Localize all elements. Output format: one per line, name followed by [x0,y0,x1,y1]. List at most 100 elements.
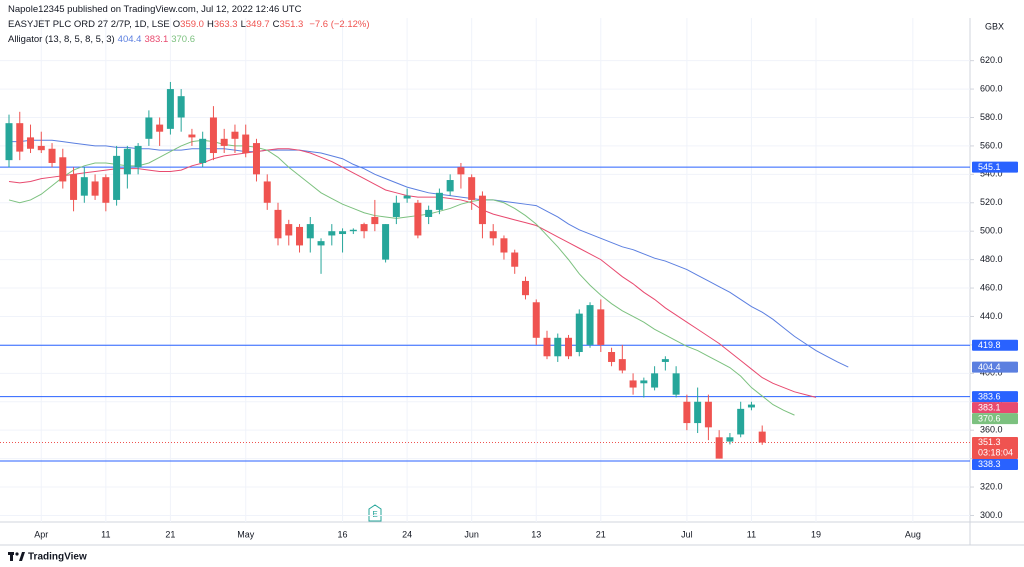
x-tick-label: 11 [101,529,110,539]
ohlc-item: H363.3 [207,19,238,30]
candle-body [199,138,207,163]
y-tick-label: 360.0 [980,425,1003,435]
candle-body [48,148,56,163]
candle-body [392,202,400,217]
candle-body [209,117,217,154]
candle-body [166,89,174,129]
brand-logo [8,552,25,561]
header: Napole12345 published on TradingView.com… [8,2,373,47]
indicator-legend: Alligator (13, 8, 5, 8, 5, 3) 404.4 383.1 3… [8,32,373,47]
candle-body [500,238,508,253]
candle-body [403,195,411,199]
hline-price-label: 338.3 [978,459,1001,469]
candle-body [5,123,13,161]
candle-body [59,157,67,182]
y-tick-label: 520.0 [980,197,1003,207]
indicator-price-label-box [972,413,1018,425]
candle-body [468,177,476,200]
candle-body [511,252,519,267]
candle-body [102,177,110,203]
y-tick-label: 400.0 [980,368,1003,378]
change: −7.6 (−2.12%) [309,19,370,30]
ohlc-key: O [172,19,181,30]
y-tick-label: 560.0 [980,140,1003,150]
ohlc-value: 351.3 [279,19,304,30]
indicator-line [8,148,817,398]
hline-price-label-box [972,459,1018,471]
hline-price-label-box [972,339,1018,351]
candle-body [704,401,712,428]
y-tick-label: 440.0 [980,311,1003,321]
candle-body [274,209,282,239]
candle-body [554,337,562,357]
candle-body [521,280,529,296]
candle-body [414,202,422,236]
candle-body [747,404,755,408]
ohlc-item: O359.0 [173,19,204,30]
candle-body [328,231,336,236]
indicator-price-label: 404.4 [978,362,1001,372]
candle-body [252,143,260,175]
logo-part [10,552,13,561]
ohlc-value: 349.7 [245,19,270,30]
candle-body [231,131,239,139]
candle-body [317,241,325,246]
x-tick-label: 13 [531,529,541,539]
candle-body [134,145,142,168]
x-tick-label: 16 [338,529,348,539]
candle-body [91,181,99,196]
y-tick-label: 460.0 [980,282,1003,292]
publisher: Napole12345 published on TradingView.com… [8,4,302,15]
hline-price-label: 545.1 [978,162,1001,172]
x-tick-label: 24 [402,529,412,539]
candle-body [618,359,626,371]
candle-body [285,224,293,236]
last-price-label-box [972,437,1018,460]
countdown: 03:18:04 [978,448,1013,458]
candle-body [16,123,24,152]
candle-body [349,229,357,232]
candle-body [565,337,573,357]
candle-body [113,155,121,200]
x-tick-label: Jul [681,529,693,539]
indicator-price-label: 370.6 [978,413,1001,423]
y-tick-label: 300.0 [980,510,1003,520]
x-tick-label: 19 [811,529,821,539]
hline-price-label: 383.6 [978,391,1001,401]
candle-body [457,167,465,175]
candle-body [608,352,616,362]
candle-body [737,408,745,435]
hline-price-label-box [972,391,1018,403]
candle-body [532,302,540,338]
candle-body [220,138,228,146]
candle-body [306,224,314,239]
candle-body [123,148,131,175]
candle-body [360,224,368,232]
y-tick-label: 500.0 [980,226,1003,236]
indicator-value: 404.4 [117,34,142,45]
indicator-price-label: 383.1 [978,402,1001,412]
candle-body [629,380,637,388]
indicator-line [9,139,849,368]
candle-body [586,305,594,345]
symbol-legend: EASYJET PLC ORD 27 2/7P, 1D, LSE O359.0 H3… [8,17,373,32]
candle-body [177,96,185,118]
indicator-price-label-box [972,402,1018,414]
indicator-price-label-box [972,361,1018,373]
brand: TradingView [28,552,87,563]
ohlc-key: L [240,19,246,30]
ohlc: O359.0 H363.3 L349.7 C351.3 [173,19,307,30]
x-tick-label: Aug [905,529,921,539]
y-tick-label: 320.0 [980,481,1003,491]
candle-body [145,117,153,139]
candle-body [80,177,88,196]
candle-body [382,224,390,260]
candle-body [70,174,78,200]
x-tick-label: May [237,529,255,539]
candle-body [543,337,551,357]
candle-body [156,124,164,132]
candle-body [683,401,691,424]
indicator-value: 370.6 [171,34,196,45]
